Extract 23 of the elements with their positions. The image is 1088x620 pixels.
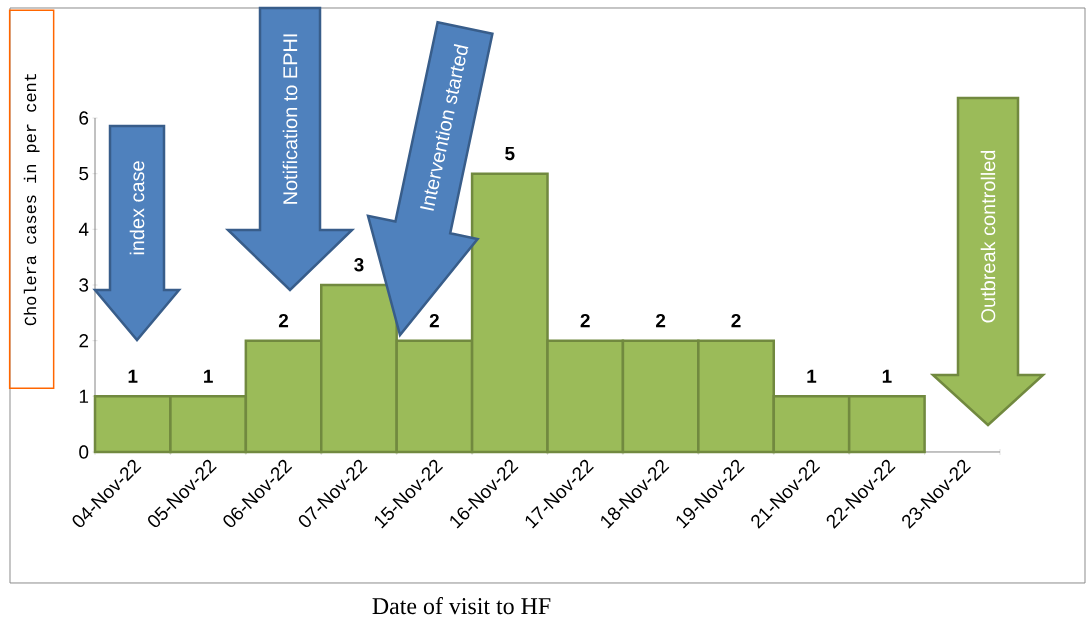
annotation: index case <box>129 161 145 255</box>
data-label: 2 <box>731 313 741 328</box>
data-label: 5 <box>505 146 515 161</box>
y-tick-label: 6 <box>79 111 89 125</box>
y-tick-label: 2 <box>79 334 89 348</box>
annotation: Outbreak controlled <box>980 150 996 323</box>
data-label: 2 <box>656 313 666 328</box>
y-tick-label: 1 <box>79 389 89 403</box>
data-label: 2 <box>429 313 439 328</box>
data-label: 1 <box>882 369 892 383</box>
y-tick-label: 5 <box>79 167 89 181</box>
annotation: Notification to EPHI <box>282 34 298 204</box>
data-label: 3 <box>354 258 364 272</box>
y-tick-label: 0 <box>79 445 89 459</box>
y-tick-label: 3 <box>79 278 89 292</box>
data-label: 1 <box>807 369 817 383</box>
data-label: 2 <box>580 313 590 328</box>
y-tick-label: 4 <box>78 222 89 236</box>
data-label: 2 <box>278 313 289 328</box>
data-label: 1 <box>128 369 138 383</box>
y-axis-title: Cholera cases in per cent <box>23 73 40 326</box>
x-axis-title: Date of visit to HF <box>372 597 551 615</box>
data-label: 1 <box>204 369 213 383</box>
